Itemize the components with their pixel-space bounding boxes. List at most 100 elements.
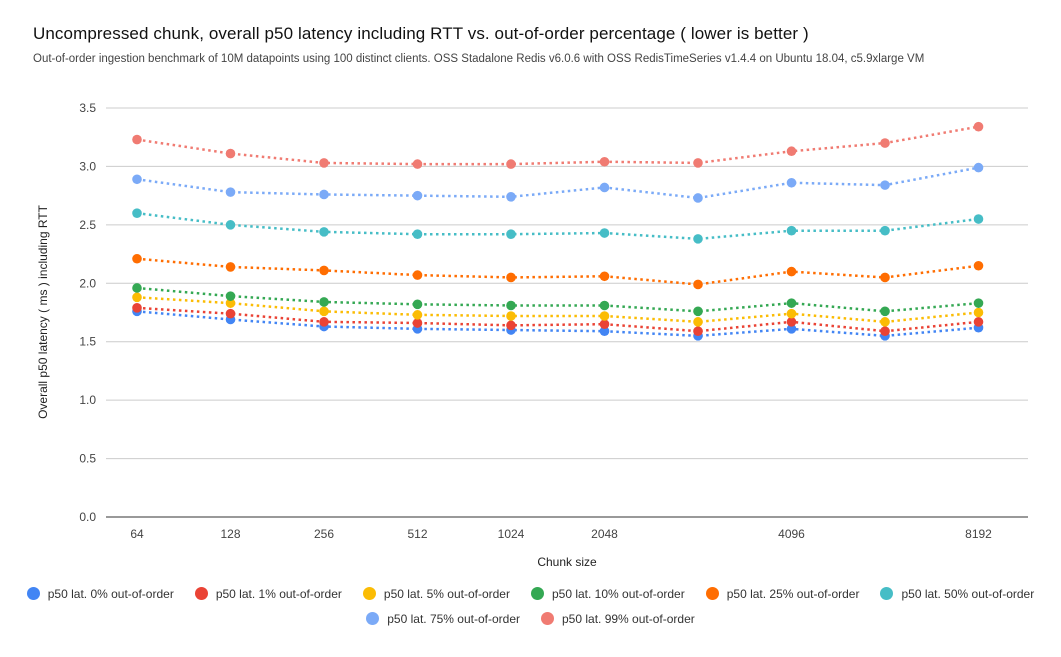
y-tick-label: 3.0 [79, 159, 96, 173]
data-point[interactable] [506, 192, 516, 202]
y-tick-label: 3.5 [79, 101, 96, 115]
data-point[interactable] [973, 260, 984, 271]
data-point[interactable] [693, 317, 703, 327]
data-point[interactable] [786, 225, 797, 236]
data-point[interactable] [132, 253, 142, 264]
data-point[interactable] [412, 310, 423, 320]
data-point[interactable] [880, 306, 890, 317]
y-tick-label: 1.5 [79, 335, 96, 349]
data-point[interactable] [225, 187, 236, 197]
data-point[interactable] [973, 121, 984, 132]
data-point[interactable] [412, 299, 423, 310]
data-point[interactable] [599, 156, 610, 167]
data-point[interactable] [880, 225, 890, 236]
data-point[interactable] [506, 311, 516, 321]
data-point[interactable] [506, 320, 516, 331]
data-point[interactable] [506, 159, 516, 169]
data-point[interactable] [973, 214, 984, 224]
data-point[interactable] [506, 272, 516, 283]
data-point[interactable] [786, 146, 797, 157]
x-axis-tick-labels: 64 128 256 512 1024 2048 4096 8192 [130, 527, 992, 541]
data-point[interactable] [225, 308, 236, 319]
data-point[interactable] [225, 220, 236, 230]
x-tick-label: 8192 [965, 527, 992, 541]
legend-label: p50 lat. 25% out-of-order [726, 586, 860, 601]
data-point[interactable] [225, 298, 236, 308]
legend-row: p50 lat. 0% out-of-order p50 lat. 1% out-… [0, 581, 1061, 606]
data-point[interactable] [693, 306, 703, 317]
data-point[interactable] [225, 291, 236, 301]
data-point[interactable] [412, 270, 423, 280]
data-point[interactable] [319, 317, 329, 327]
data-point[interactable] [319, 227, 329, 237]
legend-label: p50 lat. 5% out-of-order [383, 586, 510, 601]
data-point[interactable] [786, 177, 797, 188]
data-point[interactable] [599, 311, 610, 321]
data-point[interactable] [880, 326, 890, 336]
data-point[interactable] [132, 283, 142, 293]
x-tick-label: 64 [130, 527, 144, 541]
data-point[interactable] [412, 229, 423, 240]
legend-label: p50 lat. 99% out-of-order [562, 611, 695, 626]
data-point[interactable] [786, 324, 797, 334]
data-point[interactable] [132, 208, 142, 218]
data-point[interactable] [693, 234, 703, 244]
data-point[interactable] [319, 297, 329, 307]
data-point[interactable] [132, 292, 142, 303]
data-point[interactable] [319, 265, 329, 276]
data-point[interactable] [599, 271, 610, 282]
data-point[interactable] [973, 162, 984, 173]
gridlines [106, 107, 1028, 518]
legend-item[interactable]: p50 lat. 0% out-of-order [26, 586, 174, 601]
legend-item[interactable]: p50 lat. 99% out-of-order [541, 612, 695, 626]
data-point[interactable] [412, 318, 423, 328]
data-point[interactable] [506, 300, 516, 311]
chart-plot-area [132, 121, 984, 341]
data-point[interactable] [880, 138, 890, 148]
data-point[interactable] [693, 193, 703, 203]
legend-item[interactable]: p50 lat. 5% out-of-order [362, 586, 510, 601]
data-point[interactable] [599, 228, 610, 238]
data-point[interactable] [599, 182, 610, 193]
data-point[interactable] [786, 266, 797, 277]
data-point[interactable] [132, 174, 142, 185]
data-point[interactable] [973, 307, 984, 318]
data-point[interactable] [319, 158, 329, 168]
data-point[interactable] [225, 148, 236, 159]
y-tick-label: 0.5 [79, 452, 96, 466]
legend-label: p50 lat. 0% out-of-order [47, 586, 174, 601]
data-point[interactable] [786, 308, 797, 319]
legend-item[interactable]: p50 lat. 25% out-of-order [705, 586, 860, 601]
data-point[interactable] [786, 298, 797, 308]
legend-item[interactable]: p50 lat. 50% out-of-order [880, 587, 1034, 601]
data-point[interactable] [319, 306, 329, 317]
legend-label: p50 lat. 1% out-of-order [215, 586, 342, 601]
data-point[interactable] [973, 317, 984, 327]
data-point[interactable] [880, 317, 890, 327]
data-point[interactable] [786, 317, 797, 327]
data-point[interactable] [599, 326, 610, 336]
legend-item[interactable]: p50 lat. 10% out-of-order [530, 587, 685, 601]
series-line-6 [136, 166, 979, 200]
chart-title: Uncompressed chunk, overall p50 latency … [33, 24, 809, 43]
data-point[interactable] [225, 262, 236, 272]
data-point[interactable] [693, 279, 703, 290]
data-point[interactable] [132, 134, 142, 145]
data-point[interactable] [319, 189, 329, 200]
legend-item[interactable]: p50 lat. 75% out-of-order [366, 612, 520, 626]
data-point[interactable] [506, 229, 516, 240]
x-tick-label: 1024 [498, 527, 525, 541]
data-point[interactable] [880, 272, 890, 283]
data-point[interactable] [880, 180, 890, 190]
data-point[interactable] [973, 298, 984, 308]
data-point[interactable] [693, 158, 703, 168]
y-tick-label: 2.5 [79, 218, 96, 232]
data-point[interactable] [599, 300, 610, 311]
data-point[interactable] [412, 159, 423, 169]
legend-item[interactable]: p50 lat. 1% out-of-order [194, 586, 342, 601]
data-point[interactable] [412, 190, 423, 201]
data-point[interactable] [693, 326, 703, 336]
data-point[interactable] [599, 319, 610, 329]
data-point[interactable] [132, 303, 142, 313]
legend-swatch-icon [362, 587, 376, 600]
